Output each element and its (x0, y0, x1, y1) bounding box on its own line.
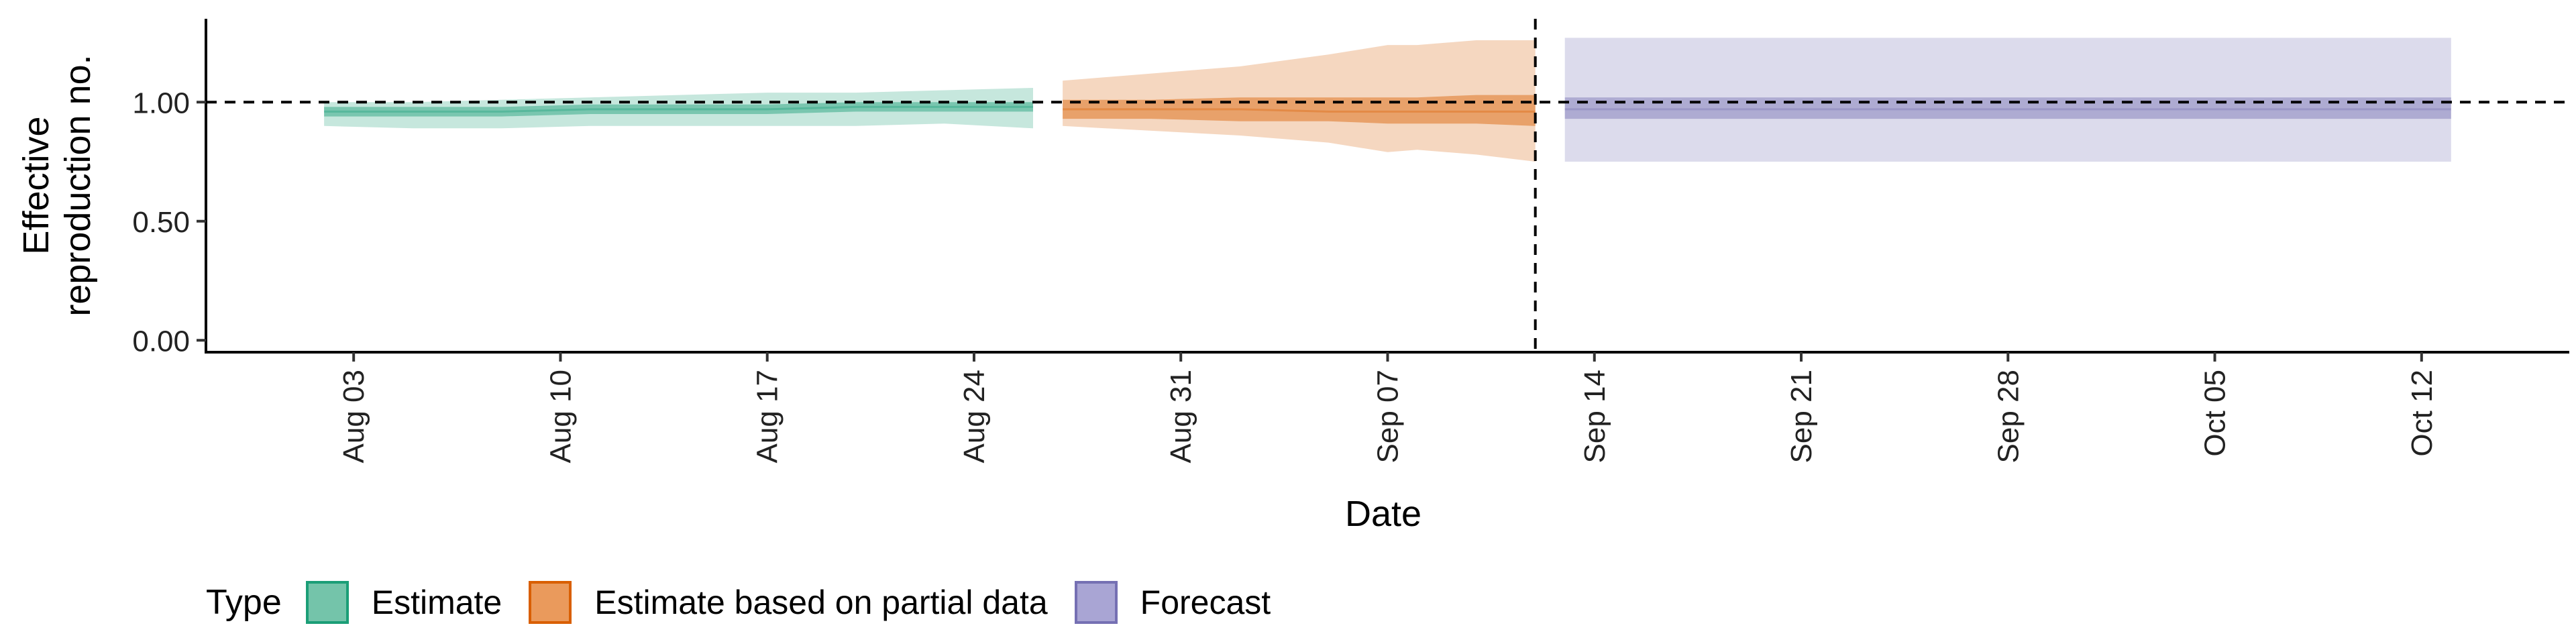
legend-swatch-forecast (1074, 581, 1118, 624)
legend-label-forecast: Forecast (1140, 584, 1271, 621)
x-tick-label: Aug 03 (337, 370, 370, 463)
x-tick-label: Sep 28 (1992, 370, 2025, 463)
x-tick-label: Aug 17 (751, 370, 784, 463)
x-tick-label: Sep 21 (1785, 370, 1818, 463)
estimate-inner-band (324, 102, 1034, 117)
y-tick-label: 1.00 (132, 87, 190, 119)
estimate-outer-band (324, 88, 1034, 129)
x-tick-label: Oct 12 (2406, 370, 2438, 457)
plot-bands (324, 38, 2451, 162)
y-axis-label-text: Effectivereproduction no. (16, 54, 98, 316)
x-tick-label: Sep 07 (1372, 370, 1405, 463)
legend-item-estimate: Estimate (305, 581, 502, 624)
legend-item-forecast: Forecast (1074, 581, 1271, 624)
axes: 0.00 0.50 1.00 Aug 03 Aug 10 Aug 17 Aug 24 Aug … (132, 19, 2569, 463)
x-tick-label: Aug 31 (1165, 370, 1197, 463)
x-axis-label: Date (1345, 494, 1421, 534)
y-tick-label: 0.00 (132, 325, 190, 358)
x-tick-label: Oct 05 (2199, 370, 2232, 457)
legend-label-partial: Estimate based on partial data (594, 584, 1048, 621)
estimate-based-on-partial-data-median-line (1063, 108, 1536, 113)
x-tick-label: Sep 14 (1578, 370, 1611, 463)
forecast-inner-band (1564, 97, 2451, 119)
estimate-median-line (324, 105, 1033, 113)
y-axis-label-line: Effective (16, 116, 56, 254)
legend-swatch-partial (529, 581, 572, 624)
y-tick-label: 0.50 (132, 206, 190, 239)
y-axis-label: Effectivereproduction no. (16, 54, 98, 316)
legend-item-partial: Estimate based on partial data (529, 581, 1048, 624)
y-axis-label-line: reproduction no. (58, 54, 98, 316)
legend-label-estimate: Estimate (371, 584, 502, 621)
legend-title: Type (206, 583, 282, 622)
legend-swatch-estimate (305, 581, 349, 624)
forecast-outer-band (1564, 38, 2451, 162)
x-tick-label: Aug 24 (958, 370, 991, 463)
x-tick-label: Aug 10 (544, 370, 577, 463)
legend: Type Estimate Estimate based on partial … (206, 576, 1297, 629)
